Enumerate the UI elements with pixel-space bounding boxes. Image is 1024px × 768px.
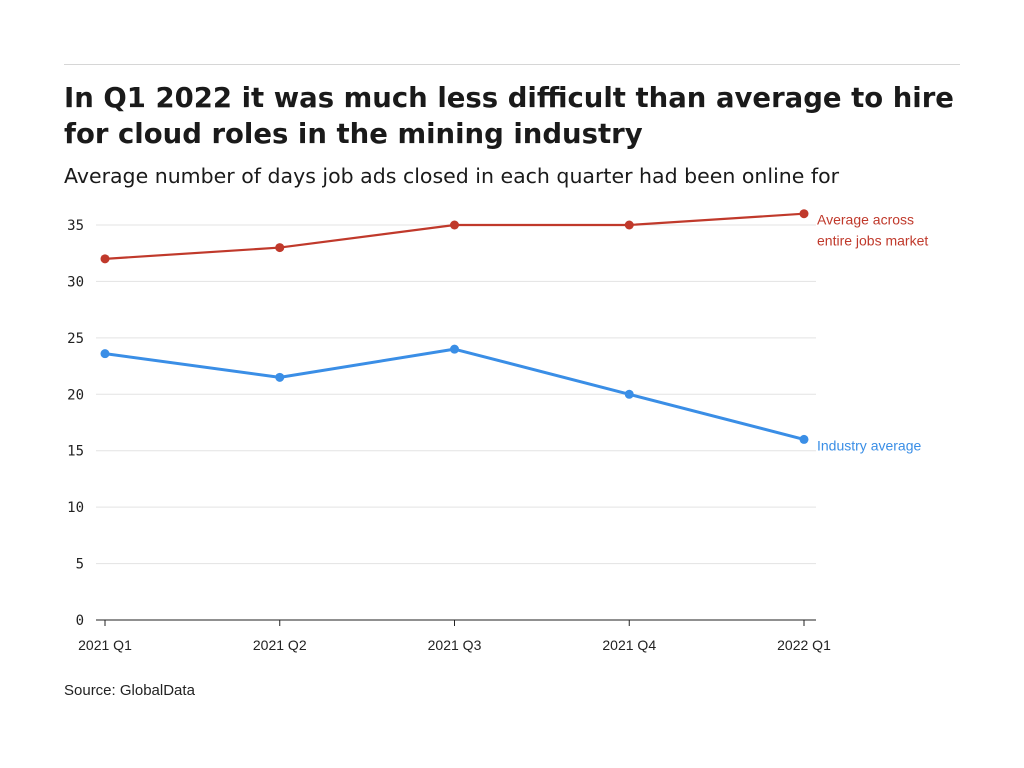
data-point-industry [100, 349, 110, 359]
data-point-market [450, 220, 459, 230]
x-tick-label: 2021 Q4 [602, 637, 656, 653]
y-tick-label-35: 35 [67, 218, 84, 234]
y-tick-label-10: 10 [67, 500, 84, 516]
x-tick-label: 2021 Q3 [428, 637, 482, 653]
data-point-industry [624, 389, 634, 399]
x-tick-label: 2021 Q2 [253, 637, 307, 653]
data-point-market [799, 209, 809, 219]
source-note: Source: GlobalData [64, 682, 195, 699]
data-point-market [100, 254, 110, 264]
series-label-industry: Industry average [817, 437, 921, 453]
data-point-industry [450, 344, 459, 354]
grid-lines [96, 224, 816, 565]
x-tick-label: 2022 Q1 [777, 637, 831, 653]
chart-title: In Q1 2022 it was much less difficult th… [64, 82, 954, 150]
data-point-market [275, 243, 285, 253]
chart-subtitle: Average number of days job ads closed in… [64, 164, 840, 188]
x-tick-label: 2021 Q1 [78, 637, 132, 653]
data-point-market [624, 220, 634, 230]
y-tick-label-20: 20 [67, 387, 84, 403]
y-tick-label-5: 5 [76, 557, 84, 573]
x-tick-labels: 2021 Q1 2021 Q2 2021 Q3 2021 Q4 2022 Q1 [78, 637, 831, 653]
series-lines [100, 209, 809, 444]
series-labels: Average across entire jobs market Industry… [817, 212, 928, 454]
y-tick-label-15: 15 [67, 444, 84, 460]
x-axis [96, 619, 816, 626]
series-label-market: entire jobs market [817, 233, 928, 249]
y-tick-labels: 0 5 10 15 20 25 30 35 [67, 218, 84, 629]
y-tick-label-25: 25 [67, 331, 84, 347]
data-point-industry [275, 372, 285, 382]
top-rule [64, 64, 960, 65]
series-line-market [104, 212, 805, 260]
y-tick-label-0: 0 [76, 613, 84, 629]
series-label-market: Average across [817, 212, 914, 228]
y-tick-label-30: 30 [67, 274, 84, 290]
data-point-industry [799, 434, 809, 444]
